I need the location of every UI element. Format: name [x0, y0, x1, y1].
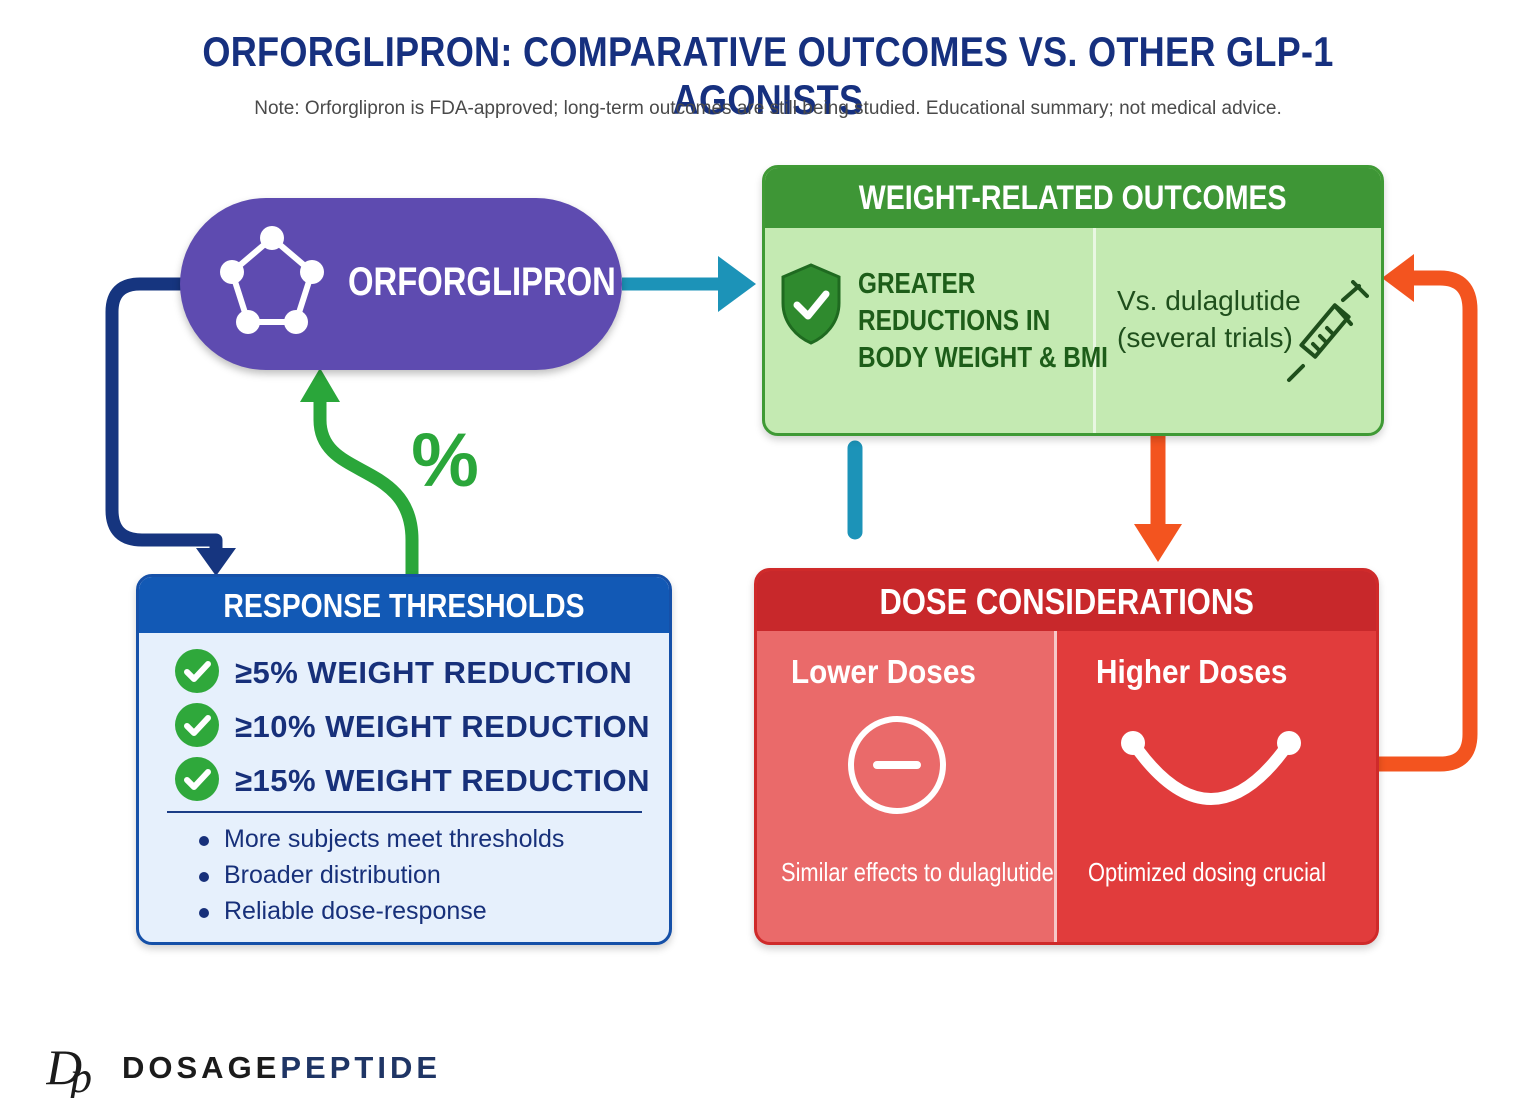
orange-loop-arrowhead: [1382, 254, 1414, 302]
lower-doses-section: Lower Doses Similar effects to dulagluti…: [757, 631, 1054, 942]
threshold-label: ≥5% WEIGHT REDUCTION: [235, 655, 633, 690]
higher-doses-section: Higher Doses Optimized dosing crucial: [1057, 631, 1376, 942]
weight-outcomes-panel: WEIGHT-RELATED OUTCOMES GREATER REDUCTIO…: [762, 165, 1384, 436]
higher-doses-caption: Optimized dosing crucial: [1088, 857, 1326, 887]
check-circle-icon: [175, 649, 219, 693]
threshold-label: ≥15% WEIGHT REDUCTION: [235, 763, 651, 798]
weight-left-text: GREATER REDUCTIONS IN BODY WEIGHT & BMI: [858, 266, 1108, 377]
response-thresholds-panel: RESPONSE THRESHOLDS ≥5% WEIGHT REDUCTION…: [136, 574, 672, 945]
threshold-divider: [167, 811, 642, 813]
response-thresholds-title: RESPONSE THRESHOLDS: [223, 587, 585, 624]
weight-outcomes-title: WEIGHT-RELATED OUTCOMES: [859, 179, 1287, 217]
svg-text:D: D: [46, 1040, 82, 1095]
navy-arrow: [105, 277, 223, 552]
drug-label: ORFORGLIPRON: [348, 260, 616, 304]
brand-name: DOSAGEPEPTIDE: [122, 1050, 441, 1086]
weight-right-line: Vs. dulaglutide: [1117, 285, 1301, 316]
minus-circle-icon: [848, 716, 946, 814]
response-thresholds-header: RESPONSE THRESHOLDS: [139, 577, 669, 633]
weight-outcomes-header: WEIGHT-RELATED OUTCOMES: [765, 168, 1381, 228]
bullet-dot: [199, 872, 209, 882]
lower-doses-title: Lower Doses: [791, 653, 976, 690]
disclaimer-note: Note: Orforglipron is FDA-approved; long…: [254, 98, 1282, 119]
brand-name-part2: PEPTIDE: [280, 1050, 442, 1085]
teal-arrowhead: [718, 256, 756, 312]
drug-node: ORFORGLIPRON: [180, 198, 622, 370]
green-arrow: [313, 391, 419, 581]
dose-considerations-title: DOSE CONSIDERATIONS: [879, 581, 1254, 622]
lower-doses-caption: Similar effects to dulaglutide: [781, 857, 1054, 887]
weight-left-line: BODY WEIGHT & BMI: [858, 342, 1108, 374]
smile-arc-icon: [1121, 731, 1301, 805]
bullet-dot: [199, 836, 209, 846]
molecule-pentagon-icon: [220, 226, 324, 334]
page-title: ORFORGLIPRON: COMPARATIVE OUTCOMES VS. O…: [202, 28, 1334, 123]
svg-text:p: p: [67, 1053, 92, 1098]
check-circle-icon: [175, 757, 219, 801]
bullet-dot: [199, 908, 209, 918]
orange-loop-arrow: [1376, 270, 1478, 772]
weight-left-line: GREATER: [858, 268, 976, 300]
dose-divider: [1054, 631, 1057, 942]
bullet-text: Reliable dose-response: [224, 897, 487, 925]
dose-considerations-header: DOSE CONSIDERATIONS: [757, 571, 1376, 631]
weight-left-line: REDUCTIONS IN: [858, 305, 1051, 337]
weight-right-text: Vs. dulaglutide (several trials): [1117, 282, 1301, 356]
shield-check-icon: [781, 263, 841, 345]
percent-symbol: %: [411, 418, 479, 503]
brand-monogram-logo: D p: [46, 1040, 92, 1098]
check-circle-icon: [175, 703, 219, 747]
dose-considerations-panel: DOSE CONSIDERATIONS Lower Doses Similar …: [754, 568, 1379, 945]
orange-down-arrowhead: [1134, 524, 1182, 562]
weight-right-line: (several trials): [1117, 322, 1293, 353]
bullet-text: More subjects meet thresholds: [224, 825, 565, 853]
brand-name-part1: DOSAGE: [122, 1050, 281, 1085]
navy-arrowhead: [196, 548, 236, 576]
bullet-text: Broader distribution: [224, 861, 441, 889]
green-arrowhead: [300, 368, 340, 402]
threshold-label: ≥10% WEIGHT REDUCTION: [235, 709, 651, 744]
weight-divider: [1093, 228, 1096, 433]
syringe-icon: [1287, 280, 1369, 382]
higher-doses-title: Higher Doses: [1096, 653, 1288, 690]
